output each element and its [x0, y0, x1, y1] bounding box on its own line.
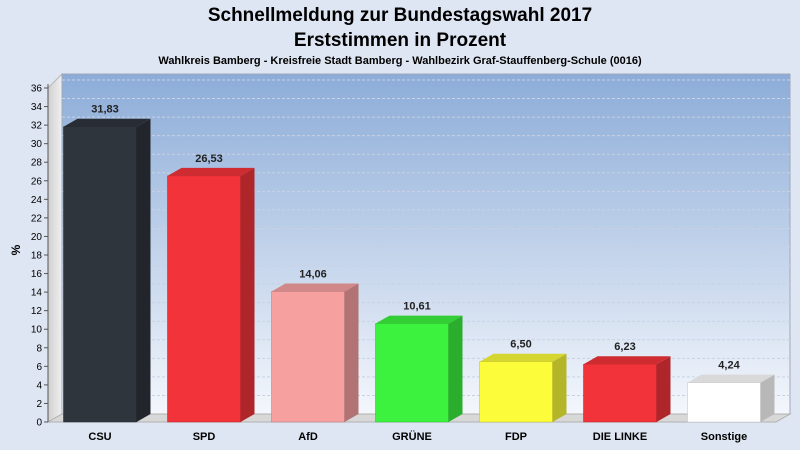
bar-side: [448, 315, 463, 422]
bar-top: [687, 374, 775, 383]
y-tick-label: 12: [31, 306, 43, 317]
y-axis-label: %: [9, 244, 23, 255]
bar-top: [63, 118, 151, 127]
bar-front: [375, 323, 449, 423]
data-label: 26,53: [195, 153, 223, 165]
y-tick-label: 20: [31, 232, 43, 243]
data-label: 31,83: [91, 104, 119, 116]
bar-afd: [271, 283, 359, 423]
bar-front: [479, 361, 553, 423]
bar-spd: [167, 167, 255, 423]
y-tick-label: 28: [31, 158, 43, 169]
bar-die-linke: [583, 356, 671, 423]
bar-top: [375, 315, 463, 324]
x-tick-label: GRÜNE: [392, 430, 432, 443]
y-tick-label: 32: [31, 121, 43, 132]
x-tick-label: AfD: [298, 431, 318, 443]
y-tick-label: 34: [31, 102, 43, 113]
y-tick-label: 22: [31, 213, 43, 224]
y-tick-label: 16: [31, 269, 43, 280]
bar-sonstige: [687, 374, 775, 423]
data-label: 4,24: [718, 360, 740, 372]
y-tick-label: 0: [36, 418, 42, 429]
x-tick-label: CSU: [88, 431, 111, 443]
side-wall: [47, 72, 63, 423]
bar-side: [136, 118, 151, 423]
bar-front: [583, 363, 657, 423]
chart-title: Schnellmeldung zur Bundestagswahl 2017: [208, 5, 592, 26]
bar-front: [271, 291, 345, 423]
data-label: 6,23: [614, 341, 635, 353]
data-label: 10,61: [403, 301, 431, 313]
y-tick-label: 2: [36, 399, 42, 410]
bar-front: [167, 175, 241, 423]
bar-side: [760, 374, 775, 422]
y-tick-label: 4: [36, 380, 42, 391]
bar-top: [271, 283, 359, 292]
bar-grüne: [375, 315, 463, 423]
chart-subtitle: Wahlkreis Bamberg - Kreisfreie Stadt Bam…: [158, 55, 642, 67]
y-tick-label: 14: [31, 288, 43, 299]
bar-fdp: [479, 353, 567, 423]
y-tick-label: 24: [31, 195, 43, 206]
bar-side: [656, 356, 671, 422]
bar-side: [344, 283, 359, 422]
bar-side: [240, 167, 255, 422]
x-tick-label: FDP: [505, 431, 527, 443]
labels: 31,83 CSU 26,53 SPD 14,06 AfD 10,61 GRÜNE 6,50 FD…: [88, 104, 747, 443]
chart-title-line2: Erststimmen in Prozent: [294, 30, 507, 51]
y-tick-label: 36: [31, 84, 43, 95]
data-label: 14,06: [299, 269, 327, 281]
bar-front: [63, 126, 137, 423]
bar-csu: [63, 118, 151, 423]
x-tick-label: Sonstige: [701, 431, 747, 443]
bar-top: [167, 167, 255, 176]
bar-side: [552, 353, 567, 422]
bars: [63, 118, 775, 423]
x-tick-label: DIE LINKE: [593, 431, 647, 443]
x-tick-label: SPD: [193, 431, 216, 443]
bar-top: [479, 353, 567, 362]
y-tick-label: 6: [36, 362, 42, 373]
bar-front: [687, 382, 761, 423]
y-tick-label: 10: [31, 325, 43, 336]
data-label: 6,50: [510, 339, 531, 351]
y-tick-label: 30: [31, 139, 43, 150]
y-tick-label: 8: [36, 343, 42, 354]
y-tick-label: 18: [31, 251, 43, 262]
y-tick-label: 26: [31, 176, 43, 187]
bar-top: [583, 356, 671, 365]
